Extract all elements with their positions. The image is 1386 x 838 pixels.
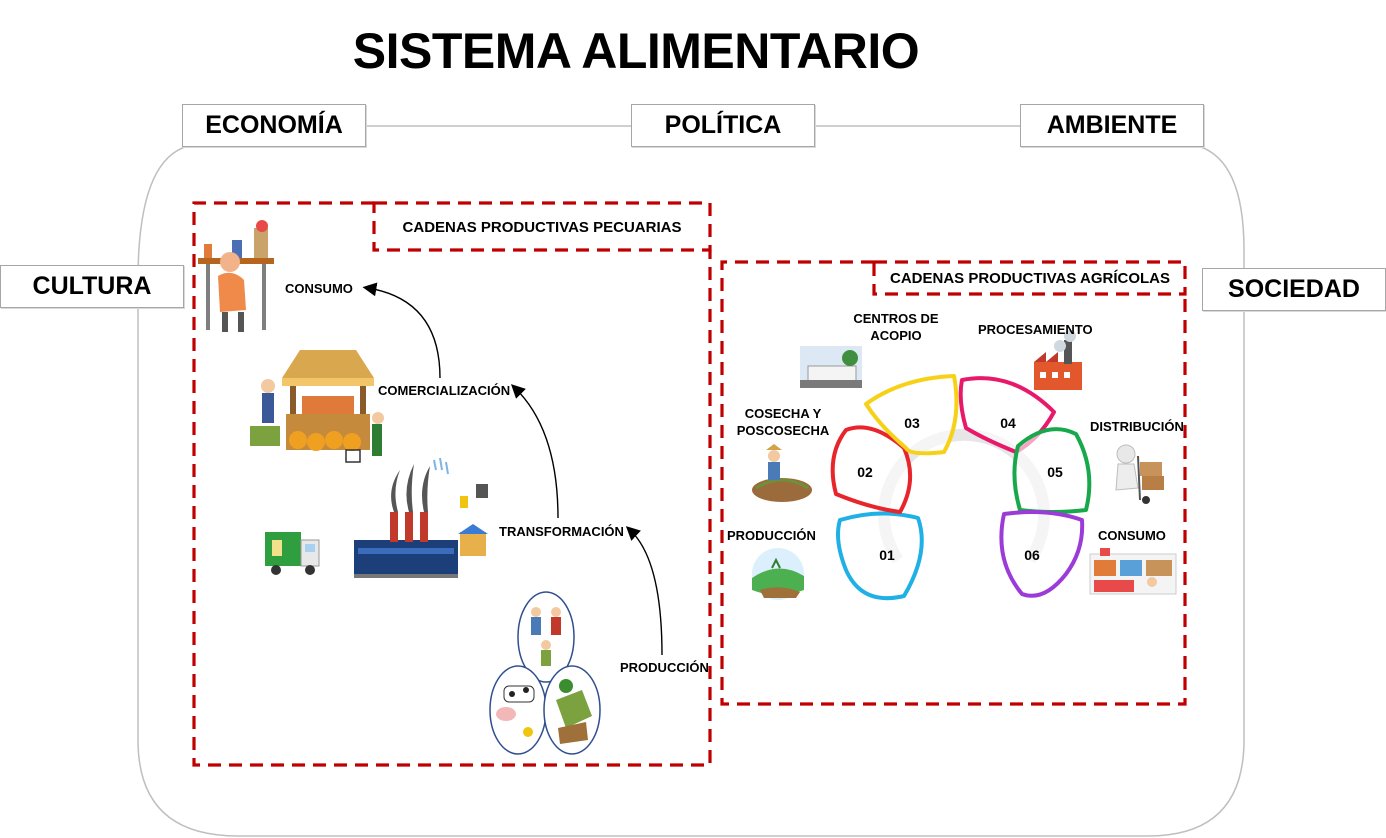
agricolas-cosecha-label: COSECHA Y POSCOSECHA xyxy=(736,406,830,438)
agricolas-produccion-label: PRODUCCIÓN xyxy=(727,528,816,543)
cycle-step-number-02: 02 xyxy=(857,464,873,480)
market-stall-illustration xyxy=(250,350,384,463)
storage-center-illustration xyxy=(800,346,862,388)
sociedad-box: SOCIEDAD xyxy=(1202,268,1386,311)
page-title: SISTEMA ALIMENTARIO xyxy=(352,23,920,79)
pecuarias-produccion-label: PRODUCCIÓN xyxy=(620,660,709,675)
cycle-step-number-06: 06 xyxy=(1024,547,1040,563)
cycle-step-03 xyxy=(864,374,959,456)
politica-box: POLÍTICA xyxy=(631,104,815,147)
agricolas-title: CADENAS PRODUCTIVAS AGRÍCOLAS xyxy=(878,264,1182,292)
cycle-step-01 xyxy=(836,511,924,601)
pecuarias-box xyxy=(192,201,712,767)
agricolas-box xyxy=(720,260,1187,706)
flow-arrow xyxy=(625,526,663,656)
agricolas-consumo-label: CONSUMO xyxy=(1098,528,1166,543)
truck-illustration xyxy=(265,532,320,575)
shop-illustration xyxy=(1089,548,1177,595)
processing-factory-illustration xyxy=(1034,330,1082,390)
consumer-illustration xyxy=(198,220,274,332)
cycle-step-number-04: 04 xyxy=(1000,415,1016,431)
pecuarias-transformacion-label: TRANSFORMACIÓN xyxy=(499,524,624,539)
cycle-step-number-01: 01 xyxy=(879,547,895,563)
delivery-worker-illustration xyxy=(1115,444,1164,504)
farmer-illustration xyxy=(752,444,812,502)
cycle-step-05 xyxy=(1012,427,1092,514)
cycle-step-06 xyxy=(999,510,1085,598)
cycle-petals: 01 02 03 04 05 06 xyxy=(830,374,1092,601)
production-circles-illustration xyxy=(489,591,601,755)
economia-box: ECONOMÍA xyxy=(182,104,366,147)
pecuarias-title: CADENAS PRODUCTIVAS PECUARIAS xyxy=(378,207,706,247)
factory-illustration xyxy=(354,457,488,578)
cycle-step-02 xyxy=(830,425,913,514)
seedling-illustration xyxy=(752,548,804,600)
cycle-step-number-05: 05 xyxy=(1047,464,1063,480)
flow-arrow xyxy=(510,384,559,519)
system-frame xyxy=(137,145,1245,837)
flow-arrow xyxy=(362,282,441,379)
agricolas-distribucion-label: DISTRIBUCIÓN xyxy=(1090,419,1184,434)
ambiente-box: AMBIENTE xyxy=(1020,104,1204,147)
cycle-step-number-03: 03 xyxy=(904,415,920,431)
agricolas-centros-label: CENTROS DE ACOPIO xyxy=(853,311,939,343)
agricolas-procesamiento-label: PROCESAMIENTO xyxy=(978,322,1093,337)
pecuarias-consumo-label: CONSUMO xyxy=(285,281,353,296)
pecuarias-comercializacion-label: COMERCIALIZACIÓN xyxy=(378,383,511,398)
cultura-box: CULTURA xyxy=(0,265,184,308)
